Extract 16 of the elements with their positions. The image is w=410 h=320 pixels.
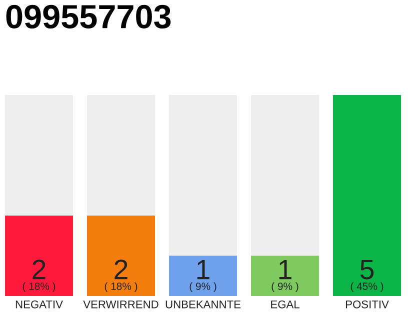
- data-label: 1: [279, 260, 292, 280]
- annotation: ( 45% ): [350, 282, 384, 292]
- x-tick-label: VERWIRREND: [83, 300, 158, 308]
- x-tick-label: POSITIV: [346, 300, 389, 308]
- chart-title: 099557703: [6, 4, 171, 29]
- annotation: ( 9% ): [190, 282, 216, 292]
- data-label: 5: [360, 260, 374, 280]
- x-tick-label: UNBEKANNTE: [166, 300, 240, 308]
- x-tick-label: NEGATIV: [16, 300, 63, 308]
- annotation: ( 9% ): [272, 282, 298, 292]
- annotation: ( 18% ): [22, 282, 56, 292]
- data-label: 1: [197, 260, 210, 280]
- data-label: 2: [114, 260, 128, 280]
- data-label: 2: [32, 260, 46, 280]
- annotation: ( 18% ): [104, 282, 138, 292]
- x-tick-label: EGAL: [271, 300, 300, 308]
